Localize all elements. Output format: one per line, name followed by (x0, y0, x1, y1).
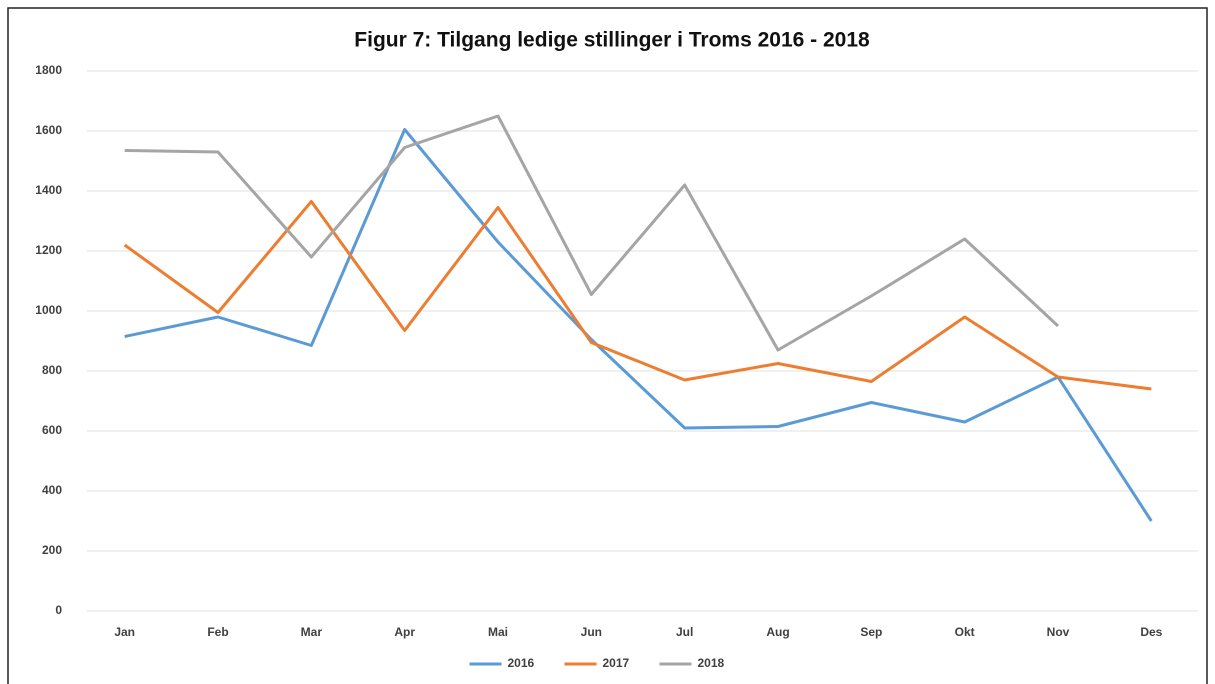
y-tick-label: 400 (42, 483, 62, 497)
x-tick-label: Apr (394, 625, 415, 639)
x-tick-label: Nov (1047, 625, 1070, 639)
y-tick-label: 600 (42, 423, 62, 437)
x-tick-label: Jul (676, 625, 693, 639)
y-tick-label: 1400 (35, 183, 62, 197)
y-tick-label: 800 (42, 363, 62, 377)
x-tick-label: Okt (955, 625, 975, 639)
x-tick-label: Jun (581, 625, 602, 639)
x-tick-label: Mai (488, 625, 508, 639)
legend-label: 2017 (603, 656, 630, 670)
x-tick-label: Sep (860, 625, 882, 639)
chart-title: Figur 7: Tilgang ledige stillinger i Tro… (354, 29, 870, 52)
x-tick-label: Feb (207, 625, 228, 639)
y-tick-label: 200 (42, 543, 62, 557)
legend-label: 2016 (508, 656, 535, 670)
y-tick-label: 1000 (35, 303, 62, 317)
x-tick-label: Des (1140, 625, 1162, 639)
x-tick-label: Jan (114, 625, 135, 639)
data-line (124, 114, 1060, 352)
legend-label: 2018 (698, 656, 725, 670)
data-line (124, 128, 1153, 522)
data-line (123, 200, 1152, 391)
y-tick-label: 0 (55, 603, 62, 617)
y-tick-label: 1600 (35, 123, 62, 137)
x-tick-label: Mar (301, 625, 323, 639)
y-tick-label: 1200 (35, 243, 62, 257)
chart-frame (7, 7, 1208, 684)
x-tick-label: Aug (766, 625, 789, 639)
y-tick-label: 1800 (35, 63, 62, 77)
